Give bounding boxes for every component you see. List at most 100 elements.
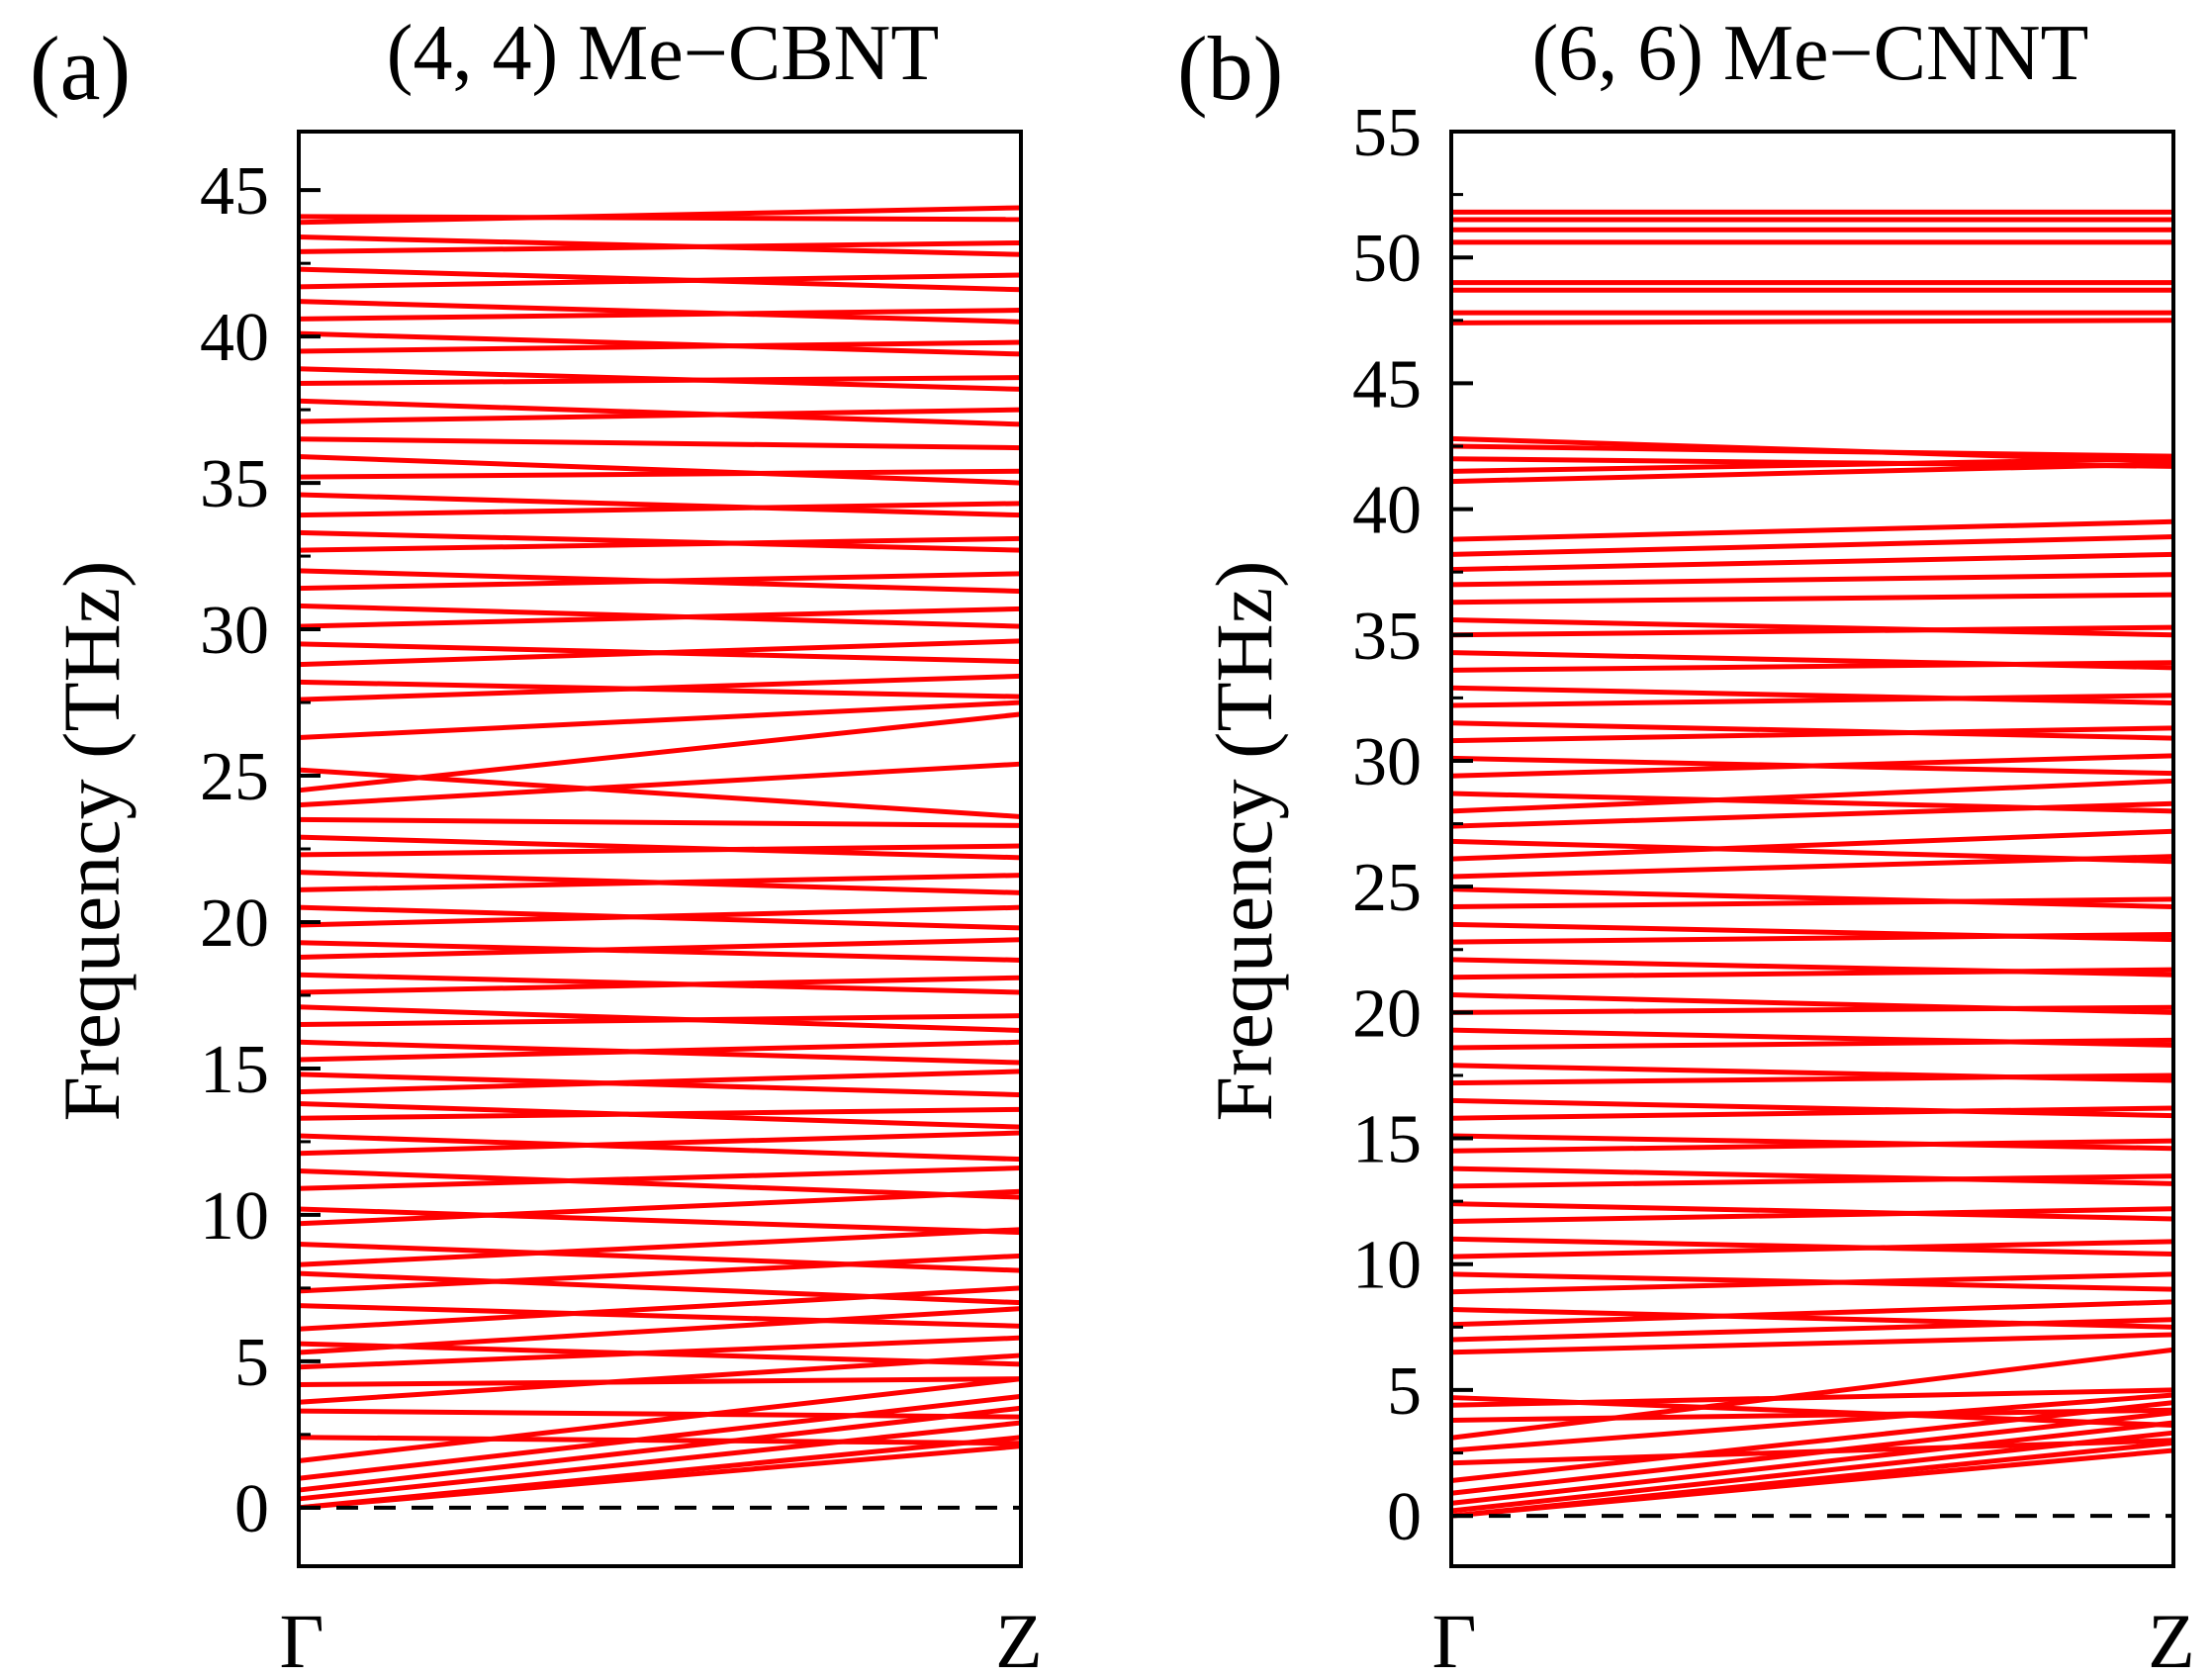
panel-a-band-21	[298, 1206, 1022, 1236]
panel-b-band-42	[1450, 828, 2174, 862]
panel-a-ylabel: Frequency (THz)	[46, 561, 137, 1122]
panel-b-band-43	[1450, 838, 2174, 865]
panel-a-band-39	[298, 904, 1022, 931]
panel-a-band-75	[298, 234, 1022, 257]
panel-b-gamma-label: Γ	[1431, 1598, 1476, 1678]
panel-a-band-28	[298, 1069, 1022, 1095]
panel-b-band-46	[1450, 791, 2174, 814]
panel-b-band-55	[1450, 624, 2174, 638]
panel-b-band-48	[1450, 755, 2174, 777]
panel-b-band-34	[1450, 992, 2174, 1015]
panel-a-bands	[298, 205, 1022, 1511]
panel-a-ytick-label-45: 45	[200, 153, 269, 230]
panel-a-band-18	[298, 1227, 1022, 1267]
panel-b-ytick-label-35: 35	[1352, 599, 1422, 675]
panel-b-bands	[1450, 209, 2174, 1519]
panel-b-band-7	[1450, 1438, 2174, 1466]
panel-b-band-30	[1450, 1063, 2174, 1083]
panel-a-band-33	[298, 1004, 1022, 1033]
panel-b-band-23	[1450, 1173, 2174, 1189]
panel-a-band-73	[298, 266, 1022, 293]
panel-b-band-63	[1450, 456, 2174, 474]
panel-a-ytick-label-35: 35	[200, 446, 269, 522]
panel-b-ytick-label-55: 55	[1352, 95, 1422, 171]
panel-a-gamma-label: Γ	[279, 1598, 323, 1678]
panel-a-ytick-label-20: 20	[200, 886, 269, 962]
panel-a-band-56	[298, 568, 1022, 595]
panel-b-band-10	[1450, 1407, 2174, 1423]
panel-b-band-32	[1450, 1027, 2174, 1048]
panel-a-band-57	[298, 535, 1022, 553]
panel-a-z-label: Z	[995, 1598, 1043, 1678]
panel-a-band-24	[298, 1130, 1022, 1157]
panel-b-ytick-label-50: 50	[1352, 221, 1422, 297]
panel-a-ytick-label-30: 30	[200, 593, 269, 669]
panel-a-band-48	[298, 699, 1022, 741]
panel-a-band-37	[298, 940, 1022, 963]
panel-b-band-28	[1450, 1097, 2174, 1119]
panel-a-band-65	[298, 398, 1022, 427]
panel-a-label: (a)	[30, 18, 131, 119]
panel-a-band-45	[298, 761, 1022, 808]
panel-b-y-ticks: 0 5 10 15 20 25 30 35 40 45 50 55	[1352, 95, 1473, 1555]
panel-a-band-23	[298, 1168, 1022, 1200]
panel-b-ytick-label-5: 5	[1387, 1353, 1422, 1430]
panel-a-band-54	[298, 603, 1022, 629]
panel-a-band-10	[298, 1376, 1022, 1388]
panel-b-band-66	[1450, 435, 2174, 464]
panel-a-band-59	[298, 501, 1022, 518]
panel-b-band-60	[1450, 534, 2174, 557]
panel-a-band-69	[298, 330, 1022, 357]
panel-b-frame	[1449, 130, 2175, 1568]
panel-b-band-15	[1450, 1299, 2174, 1328]
panel-b-ytick-label-40: 40	[1352, 473, 1422, 549]
panel-a-ytick-label-25: 25	[200, 739, 269, 815]
panel-a-band-35	[298, 972, 1022, 995]
panel-b-ytick-label-10: 10	[1352, 1228, 1422, 1304]
panel-a-band-47	[298, 767, 1022, 819]
panel-b-band-36	[1450, 957, 2174, 978]
panel-a-band-5	[298, 1393, 1022, 1481]
panel-a-y-ticks: 0 5 10 15 20 25 30 35 40 45	[200, 153, 321, 1547]
panel-a-band-2	[298, 1435, 1022, 1511]
panel-a-band-60	[298, 492, 1022, 518]
panel-a-band-70	[298, 308, 1022, 322]
panel-b-band-19	[1450, 1239, 2174, 1259]
panel-b-title: (6, 6) Me−CNNT	[1532, 10, 2089, 97]
panel-a-band-25	[298, 1133, 1022, 1163]
panel-a-band-20	[298, 1188, 1022, 1227]
panel-b-band-57	[1450, 592, 2174, 606]
panel-a-band-71	[298, 299, 1022, 325]
panel-b-band-56	[1450, 617, 2174, 638]
panel-a-band-16	[298, 1253, 1022, 1294]
panel-b-band-39	[1450, 896, 2174, 910]
panel-a-band-61	[298, 468, 1022, 480]
panel-b-band-27	[1450, 1105, 2174, 1121]
panel-a-ytick-label-40: 40	[200, 300, 269, 376]
panel-b-ytick-label-45: 45	[1352, 346, 1422, 422]
panel-b-band-38	[1450, 921, 2174, 943]
panel-a-band-68	[298, 339, 1022, 354]
panel-a-band-63	[298, 436, 1022, 451]
panel-a-band-58	[298, 529, 1022, 553]
panel-a-band-43	[298, 834, 1022, 861]
panel-b-band-24	[1450, 1165, 2174, 1186]
panel-a-band-6	[298, 1376, 1022, 1463]
panel-b-band-21	[1450, 1206, 2174, 1224]
panel-a-ytick-label-0: 0	[234, 1471, 269, 1547]
panel-a-band-50	[298, 679, 1022, 699]
panel-a-ytick-label-5: 5	[234, 1325, 269, 1401]
panel-b-band-13	[1450, 1332, 2174, 1355]
panel-a-band-17	[298, 1270, 1022, 1306]
panel-b-band-6	[1450, 1400, 2174, 1483]
panel-a-band-42	[298, 843, 1022, 858]
panel-a: (a) (4, 4) Me−CBNT Frequency (THz) 0 5 10 1…	[30, 10, 1043, 1678]
panel-b-band-26	[1450, 1133, 2174, 1152]
panel-b-band-54	[1450, 650, 2174, 671]
panel-b-band-45	[1450, 778, 2174, 814]
panel-a-band-22	[298, 1165, 1022, 1191]
panel-b-z-label: Z	[2148, 1598, 2195, 1678]
panel-a-band-3	[298, 1420, 1022, 1502]
panel-a-band-29	[298, 1072, 1022, 1098]
